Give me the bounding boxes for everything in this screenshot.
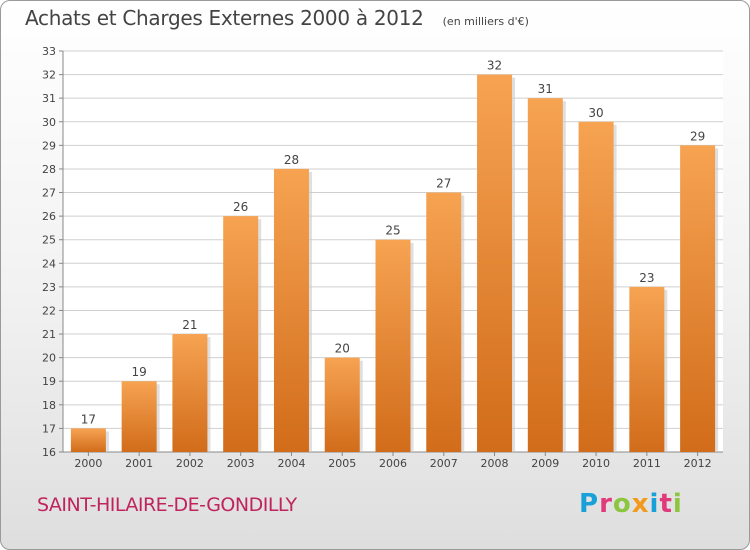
bar [223,216,259,452]
x-tick-label: 2002 [176,457,204,470]
bar-value-label: 19 [132,365,147,379]
x-tick-label: 2009 [531,457,559,470]
bar-value-label: 25 [385,224,400,238]
bar [70,428,106,452]
y-tick-label: 21 [42,328,56,341]
y-tick-label: 29 [42,139,56,152]
bar [172,334,208,452]
bar-chart: 16 17 18 19 20 21 22 23 24 25 26 27 28 29 30 31 32 33 17 20… [42,45,723,470]
bar-value-label: 31 [538,82,553,96]
bar [680,145,716,452]
y-tick-label: 18 [42,399,56,412]
y-tick-label: 27 [42,187,56,200]
town-name: SAINT-HILAIRE-DE-GONDILLY [37,494,297,516]
bar [273,168,309,453]
bar-value-label: 23 [639,271,654,285]
y-tick-label: 20 [42,352,56,365]
x-tick-label: 2005 [328,457,356,470]
logo-letter: P [579,489,600,519]
bar-value-label: 27 [436,177,451,191]
y-tick-label: 22 [42,304,56,317]
bar [629,286,665,452]
bar-value-label: 28 [284,153,299,167]
y-tick-label: 24 [42,257,56,270]
bar-value-label: 32 [487,59,502,73]
y-tick-label: 32 [42,69,56,82]
y-tick-label: 33 [42,45,56,58]
x-tick-label: 2012 [684,457,712,470]
y-tick-label: 19 [42,375,56,388]
bar-value-label: 21 [182,318,197,332]
x-tick-label: 2000 [74,457,102,470]
proxiti-logo: Proxiti [579,489,683,519]
logo-letter: i [649,489,660,519]
bar-value-label: 20 [335,342,350,356]
x-tick-label: 2007 [430,457,458,470]
logo-letter: i [672,489,683,519]
logo-letter: r [599,489,613,519]
logo-letter: t [659,489,673,519]
x-tick-label: 2011 [633,457,661,470]
chart-subtitle: (en milliers d'€) [442,15,529,28]
logo-letter: x [631,489,650,519]
bar [578,121,614,452]
bar [527,98,563,453]
y-tick-label: 16 [42,446,56,459]
chart-title: Achats et Charges Externes 2000 à 2012 [25,6,424,30]
x-tick-label: 2006 [379,457,407,470]
bar-value-label: 17 [81,412,96,426]
x-tick-label: 2001 [125,457,153,470]
bar [426,192,462,452]
x-tick-label: 2004 [277,457,305,470]
chart-title-group: Achats et Charges Externes 2000 à 2012 (… [25,6,529,30]
bar [375,239,411,452]
x-tick-label: 2010 [582,457,610,470]
y-tick-label: 26 [42,210,56,223]
bar [477,74,513,453]
logo-letter: o [612,489,632,519]
x-tick-label: 2003 [227,457,255,470]
bar [121,381,157,452]
bar [324,357,360,452]
bar-value-label: 26 [233,200,248,214]
y-tick-label: 17 [42,422,56,435]
y-tick-label: 25 [42,234,56,247]
y-tick-label: 30 [42,116,56,129]
y-tick-label: 23 [42,281,56,294]
y-tick-label: 31 [42,92,56,105]
x-tick-label: 2008 [481,457,509,470]
y-tick-label: 28 [42,163,56,176]
bar-value-label: 30 [588,106,603,120]
bar-value-label: 29 [690,129,705,143]
